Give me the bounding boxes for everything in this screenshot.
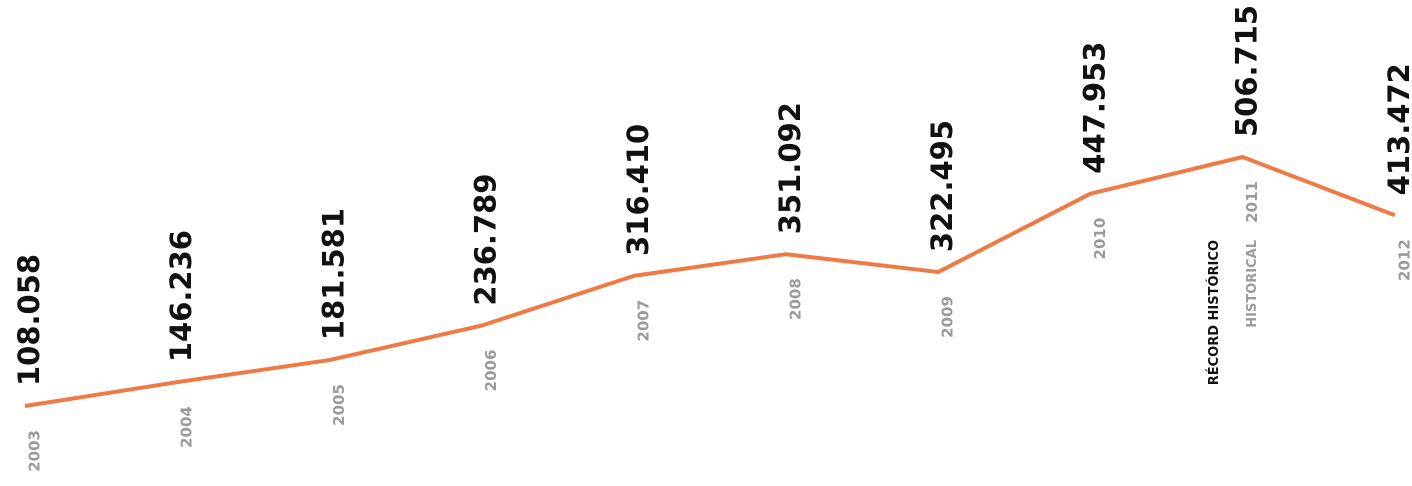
year-label: 2007 bbox=[634, 300, 652, 342]
value-label: 236.789 bbox=[469, 174, 503, 306]
value-label: 322.495 bbox=[925, 120, 959, 252]
line bbox=[24, 155, 1396, 408]
record-annotation-en: HISTORICAL bbox=[1245, 240, 1260, 328]
year-label: 2006 bbox=[482, 350, 500, 392]
value-label: 447.953 bbox=[1077, 42, 1111, 174]
record-annotation: RÉCORD HISTÓRICO bbox=[1206, 240, 1222, 385]
value-label: 181.581 bbox=[316, 208, 350, 340]
year-label: 2011 bbox=[1243, 181, 1261, 223]
value-label: 413.472 bbox=[1382, 63, 1412, 195]
year-label: 2005 bbox=[330, 384, 348, 426]
value-label: 146.236 bbox=[164, 230, 198, 362]
year-label: 2004 bbox=[178, 406, 196, 448]
value-label: 108.058 bbox=[12, 254, 46, 386]
year-label: 2012 bbox=[1395, 239, 1412, 281]
value-label: 351.092 bbox=[773, 102, 807, 234]
year-label: 2008 bbox=[787, 278, 805, 320]
value-label: 506.715 bbox=[1230, 5, 1264, 137]
year-label: 2010 bbox=[1091, 218, 1109, 260]
year-label: 2009 bbox=[939, 296, 957, 338]
year-label: 2003 bbox=[26, 430, 44, 472]
value-label: 316.410 bbox=[621, 124, 655, 256]
